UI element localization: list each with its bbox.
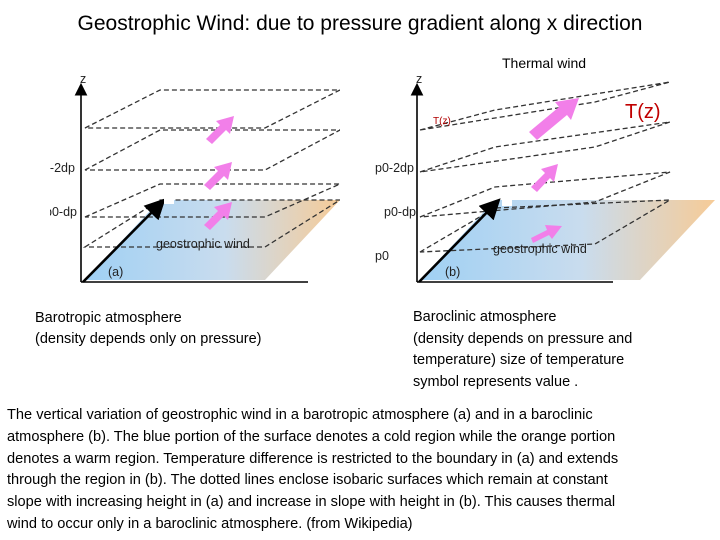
isobar-plane-top <box>84 89 340 129</box>
description-line: through the region in (b). The dotted li… <box>7 472 608 489</box>
panel-tag-b: (b) <box>445 265 460 279</box>
caption-barotropic: Barotropic atmosphere (density depends o… <box>35 308 335 350</box>
wind-arrows <box>529 98 579 243</box>
description-line: wind to occur only in a baroclinic atmos… <box>7 515 413 532</box>
caption-line: Barotropic atmosphere <box>35 310 182 326</box>
baroclinic-diagram: z p0-2dp p0-dp p0 geostrophic wind (b) T… <box>375 72 715 283</box>
page-title: Geostrophic Wind: due to pressure gradie… <box>77 12 643 35</box>
wind-arrows <box>204 116 234 230</box>
description-line: atmosphere (b). The blue portion of the … <box>7 428 616 445</box>
temperature-label-small: T(z) <box>433 116 451 127</box>
z-axis-label: z <box>80 72 86 86</box>
wind-arrow-mid <box>531 164 558 192</box>
wind-label: geostrophic wind <box>156 237 250 251</box>
z-axis-label: z <box>416 72 422 86</box>
caption-line: (density depends on pressure and <box>413 330 633 347</box>
thermal-wind-label: Thermal wind <box>501 55 587 71</box>
isobar-plane-p0 <box>419 199 671 253</box>
axis-gap <box>164 190 174 204</box>
caption-line: (density depends only on pressure) <box>35 331 262 347</box>
caption-baroclinic: Baroclinic atmosphere (density depends o… <box>413 307 713 393</box>
description-line: slope with increasing height in (a) and … <box>7 494 616 511</box>
isobar-plane-top <box>419 81 671 131</box>
isobar-plane-p0-dp <box>419 171 671 218</box>
level-label-p0-dp: p0-dp <box>384 205 416 219</box>
caption-line: temperature) size of temperature <box>413 352 625 368</box>
barotropic-diagram: z p0-2dp p0-dp p0 geostrophic wind (a) <box>50 72 340 283</box>
level-label-p0-2dp: p0-2dp <box>375 161 414 175</box>
wind-label: geostrophic wind <box>493 242 587 256</box>
wind-arrow-low <box>531 225 562 243</box>
axis-gap <box>502 190 512 206</box>
level-label-p0: p0 <box>375 249 389 263</box>
isobar-plane-p0-2dp <box>419 121 671 173</box>
panel-tag-a: (a) <box>108 265 123 279</box>
caption-line: Baroclinic atmosphere <box>413 309 557 325</box>
wind-arrow-low <box>204 202 232 230</box>
temperature-label-large: T(z) <box>625 101 661 123</box>
description-line: The vertical variation of geostrophic wi… <box>7 407 593 423</box>
level-label-p0-dp: p0-dp <box>50 205 77 219</box>
isobar-plane-p0 <box>82 199 340 248</box>
figure-description: The vertical variation of geostrophic wi… <box>7 405 715 536</box>
wind-arrow-top <box>206 116 234 144</box>
y-axis <box>82 198 166 283</box>
isobar-plane-p0-dp <box>84 183 340 218</box>
level-label-p0-2dp: p0-2dp <box>50 161 75 175</box>
isobar-plane-p0-2dp <box>84 129 340 171</box>
wind-arrow-top <box>529 98 579 140</box>
y-axis <box>418 198 501 283</box>
surface-gradient <box>420 200 715 280</box>
description-line: denotes a warm region. Temperature diffe… <box>7 450 619 467</box>
wind-arrow-mid <box>204 162 232 190</box>
caption-line: symbol represents value . <box>413 373 579 390</box>
